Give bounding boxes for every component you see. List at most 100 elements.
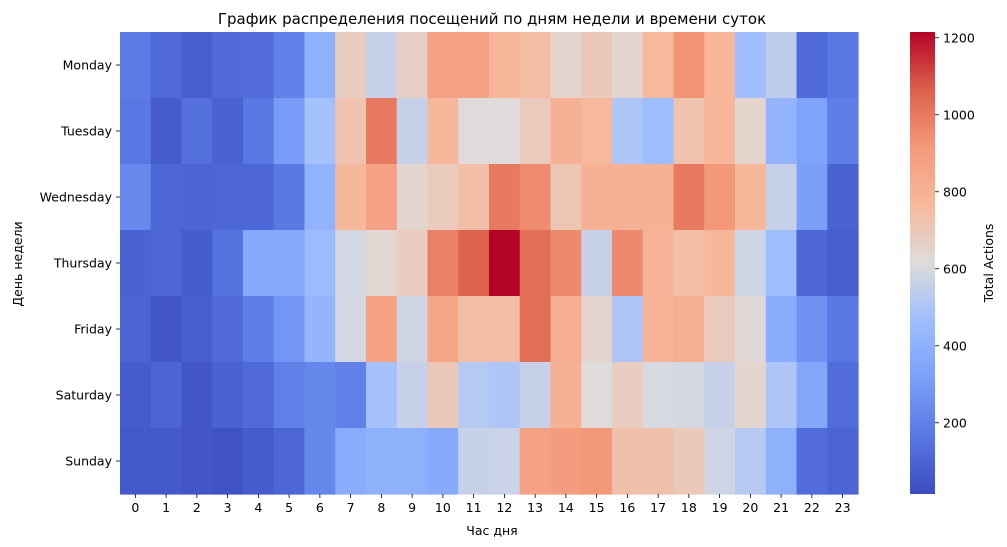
heatmap-cell <box>796 230 828 297</box>
heatmap-cell <box>673 362 705 429</box>
heatmap-cell <box>150 98 183 165</box>
heatmap-cell <box>458 362 490 429</box>
heatmap-cell <box>735 230 767 297</box>
colorbar-tick-label: 600 <box>943 261 967 276</box>
y-tick-label: Thursday <box>53 256 113 271</box>
heatmap-cell <box>612 98 644 165</box>
heatmap-cell <box>366 32 398 99</box>
y-tick-label: Sunday <box>65 454 112 469</box>
heatmap-cell <box>735 98 767 165</box>
heatmap-cell <box>273 32 306 99</box>
heatmap-cell <box>273 428 306 495</box>
heatmap-cell <box>212 164 244 231</box>
heatmap-cell <box>704 428 736 495</box>
heatmap-cell <box>120 296 152 363</box>
y-axis-ticks: Monday Tuesday Wednesday Thursday Friday Satu… <box>40 58 120 469</box>
heatmap-cell <box>212 428 244 495</box>
heatmap-cell <box>704 32 736 99</box>
heatmap-cell <box>489 230 521 297</box>
x-tick-label: 0 <box>131 500 139 515</box>
heatmap-cell <box>273 362 306 429</box>
heatmap-cell <box>243 32 275 99</box>
heatmap-cell <box>366 98 398 165</box>
heatmap-cell <box>212 32 244 99</box>
heatmap-cell <box>396 296 429 363</box>
x-axis-label: Час дня <box>466 523 517 538</box>
heatmap-cell <box>304 32 336 99</box>
heatmap-cell <box>335 230 367 297</box>
x-tick-label: 11 <box>466 500 482 515</box>
heatmap-cell <box>612 164 644 231</box>
heatmap-cell <box>581 164 613 231</box>
heatmap-cell <box>796 362 828 429</box>
heatmap-cell <box>335 98 367 165</box>
x-tick-label: 5 <box>285 500 293 515</box>
heatmap-cell <box>489 428 521 495</box>
heatmap-cell <box>212 296 244 363</box>
colorbar-tick-label: 200 <box>943 415 967 430</box>
heatmap-cell <box>612 428 644 495</box>
x-tick-label: 22 <box>804 500 820 515</box>
heatmap-cell <box>765 230 798 297</box>
heatmap-cell <box>827 32 859 99</box>
heatmap-cell <box>304 428 336 495</box>
heatmap-cell <box>519 362 552 429</box>
heatmap-cell <box>519 428 552 495</box>
heatmap-cell <box>673 296 705 363</box>
heatmap-cell <box>827 98 859 165</box>
heatmap-cell <box>243 296 275 363</box>
heatmap-cell <box>827 296 859 363</box>
heatmap-cell <box>642 362 675 429</box>
y-tick-label: Saturday <box>56 388 113 403</box>
heatmap-cell <box>489 164 521 231</box>
x-tick-label: 21 <box>773 500 789 515</box>
heatmap-cells <box>120 32 859 495</box>
x-tick-label: 16 <box>619 500 635 515</box>
heatmap-cell <box>612 32 644 99</box>
heatmap-cell <box>304 296 336 363</box>
heatmap-cell <box>243 230 275 297</box>
heatmap-cell <box>427 296 459 363</box>
heatmap-cell <box>458 296 490 363</box>
heatmap-cell <box>120 230 152 297</box>
heatmap-cell <box>796 296 828 363</box>
heatmap-cell <box>458 98 490 165</box>
heatmap-cell <box>489 296 521 363</box>
heatmap-cell <box>765 428 798 495</box>
heatmap-cell <box>581 362 613 429</box>
x-tick-label: 19 <box>712 500 728 515</box>
heatmap-cell <box>304 164 336 231</box>
heatmap-cell <box>765 98 798 165</box>
colorbar-tick-label: 800 <box>943 184 967 199</box>
heatmap-cell <box>243 164 275 231</box>
heatmap-cell <box>120 98 152 165</box>
heatmap-cell <box>550 32 582 99</box>
heatmap-cell <box>519 32 552 99</box>
heatmap-cell <box>150 362 183 429</box>
heatmap-cell <box>212 362 244 429</box>
heatmap-cell <box>243 362 275 429</box>
x-tick-label: 10 <box>435 500 451 515</box>
heatmap-cell <box>550 362 582 429</box>
y-axis-label: День недели <box>10 221 25 306</box>
heatmap-cell <box>150 32 183 99</box>
heatmap-cell <box>489 362 521 429</box>
x-tick-label: 15 <box>589 500 605 515</box>
y-tick-label: Wednesday <box>40 190 113 205</box>
colorbar-tick-label: 400 <box>943 338 967 353</box>
heatmap-cell <box>181 32 213 99</box>
heatmap-cell <box>704 362 736 429</box>
heatmap-cell <box>704 296 736 363</box>
heatmap-cell <box>612 230 644 297</box>
heatmap-cell <box>827 230 859 297</box>
heatmap-cell <box>181 164 213 231</box>
heatmap-cell <box>642 32 675 99</box>
heatmap-cell <box>366 164 398 231</box>
heatmap-cell <box>612 362 644 429</box>
heatmap-cell <box>273 98 306 165</box>
heatmap-cell <box>181 428 213 495</box>
x-tick-label: 6 <box>316 500 324 515</box>
heatmap-cell <box>273 296 306 363</box>
heatmap-cell <box>642 164 675 231</box>
